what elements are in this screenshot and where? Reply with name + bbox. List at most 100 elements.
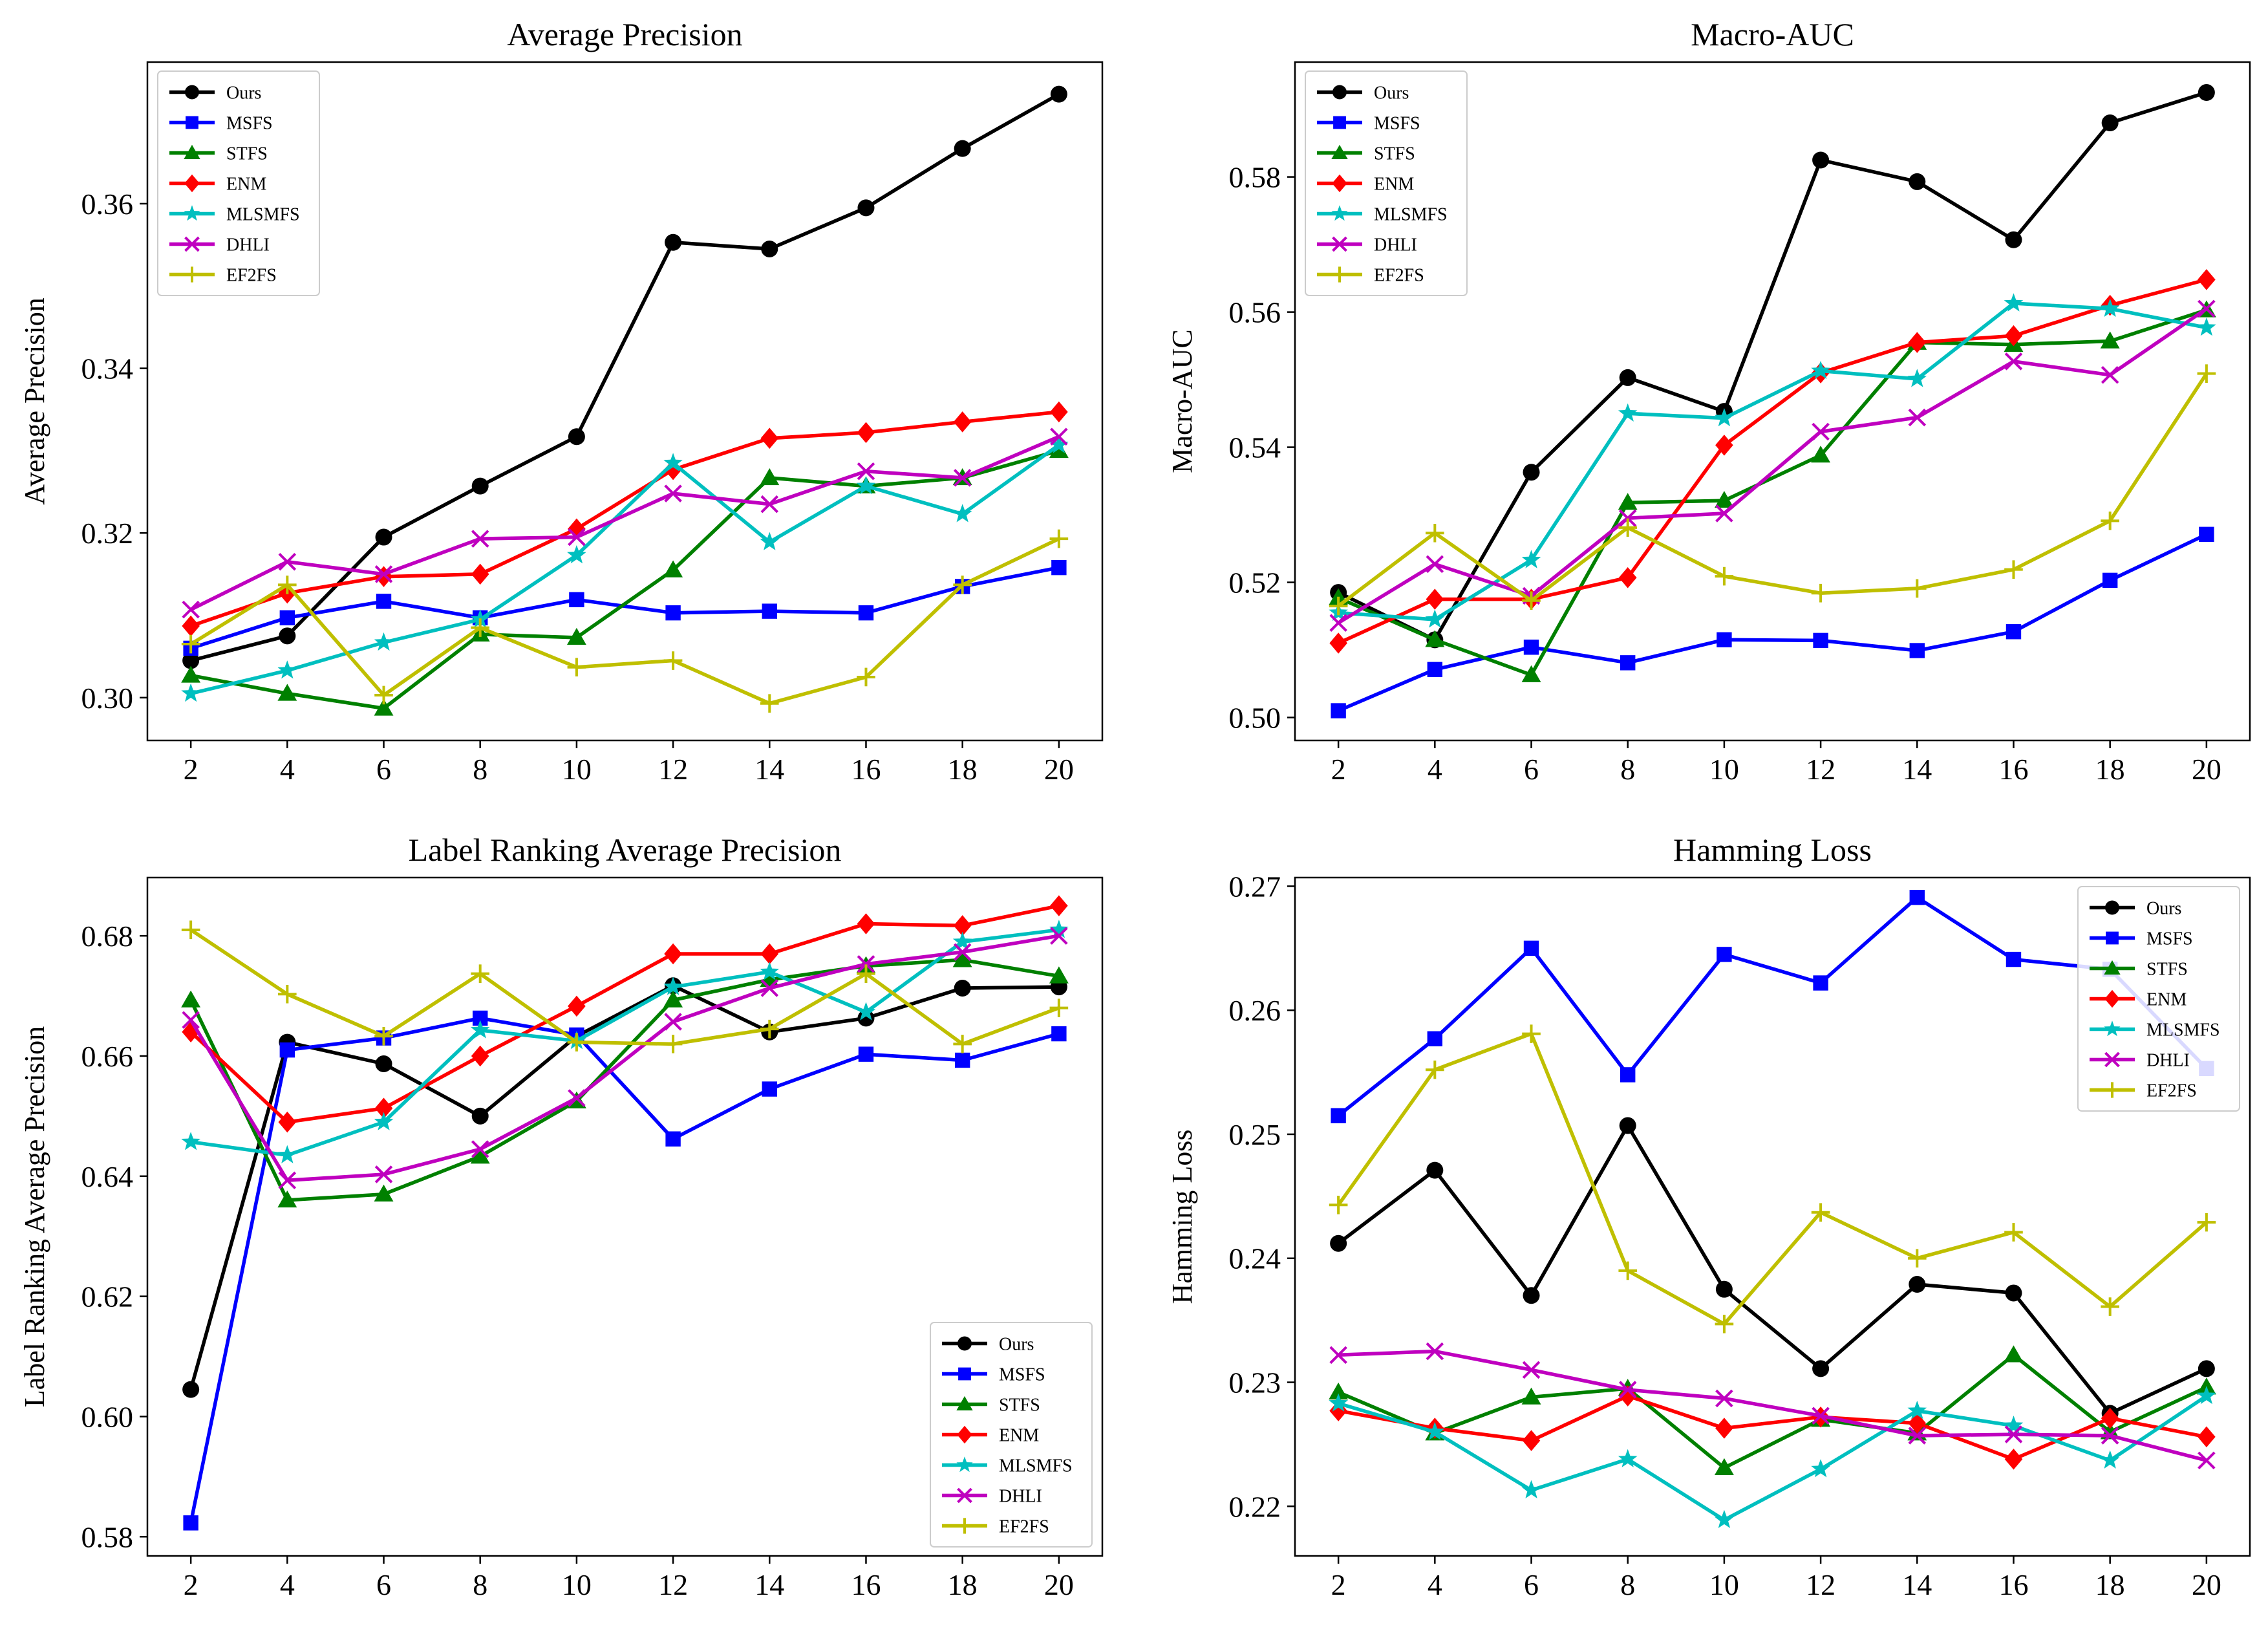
x-tick-label: 8 xyxy=(1620,1568,1635,1601)
data-point-dhli xyxy=(1908,408,1927,427)
data-point-ef2fs xyxy=(2197,1213,2216,1232)
data-point-msfs xyxy=(1717,632,1732,648)
y-tick-label: 0.58 xyxy=(1229,161,1281,194)
series-line-msfs xyxy=(189,1016,1060,1524)
data-point-ef2fs xyxy=(1618,1261,1638,1280)
data-point-enm xyxy=(1908,332,1927,353)
series-ef2fs xyxy=(1329,1024,2216,1333)
legend-label-enm: ENM xyxy=(226,175,266,195)
x-tick-label: 10 xyxy=(562,1568,592,1601)
data-point-enm xyxy=(953,411,972,433)
x-tick-label: 12 xyxy=(658,1568,688,1601)
data-point-mlsmfs xyxy=(1907,1401,1927,1419)
data-point-mlsmfs xyxy=(663,976,683,995)
x-tick-label: 4 xyxy=(1428,753,1442,786)
data-point-ef2fs xyxy=(1522,591,1541,610)
data-point-dhli xyxy=(182,600,200,619)
legend-marker-msfs xyxy=(958,1367,971,1381)
series-line-dhli xyxy=(189,934,1060,1183)
data-point-mlsmfs xyxy=(1811,1459,1830,1478)
legend-label-enm: ENM xyxy=(1374,175,1414,195)
data-point-ours xyxy=(665,233,682,251)
data-point-stfs xyxy=(663,560,683,577)
data-point-enm xyxy=(1050,401,1068,423)
data-point-enm xyxy=(1715,1418,1733,1439)
y-tick-label: 0.22 xyxy=(1229,1490,1281,1523)
series-line-enm xyxy=(1338,1394,2207,1462)
data-point-ef2fs xyxy=(181,634,200,654)
data-point-ef2fs xyxy=(567,658,586,676)
x-tick-label: 10 xyxy=(1709,1568,1739,1601)
x-tick-label: 18 xyxy=(948,1568,978,1601)
data-point-msfs xyxy=(954,1052,970,1068)
data-point-mlsmfs xyxy=(2004,1416,2024,1434)
data-point-ours xyxy=(1523,464,1540,481)
data-point-mlsmfs xyxy=(1425,609,1445,628)
legend-label-enm: ENM xyxy=(999,1426,1039,1446)
data-point-stfs xyxy=(277,1190,297,1208)
data-point-dhli xyxy=(278,1171,297,1190)
series-line-dhli xyxy=(1337,307,2208,625)
data-point-enm xyxy=(1618,566,1637,588)
legend-label-dhli: DHLI xyxy=(2146,1051,2190,1071)
legend-label-dhli: DHLI xyxy=(226,235,270,255)
data-point-msfs xyxy=(2006,624,2022,640)
legend-marker-dhli xyxy=(957,1487,972,1504)
legend-label-msfs: MSFS xyxy=(226,114,273,134)
data-point-msfs xyxy=(2199,526,2214,543)
y-tick-label: 0.56 xyxy=(1229,296,1281,329)
legend-marker-enm xyxy=(2104,989,2120,1008)
legend-label-stfs: STFS xyxy=(1374,144,1415,164)
data-point-mlsmfs xyxy=(952,504,972,523)
data-point-ours xyxy=(1909,1276,1926,1293)
y-tick-label: 0.68 xyxy=(81,920,134,953)
x-tick-label: 20 xyxy=(2192,1568,2221,1601)
data-point-msfs xyxy=(1523,940,1539,956)
legend-marker-stfs xyxy=(956,1396,973,1410)
data-point-ef2fs xyxy=(1907,1249,1927,1268)
series-line-stfs xyxy=(189,958,1060,1202)
series-line-dhli xyxy=(189,435,1060,612)
data-point-ef2fs xyxy=(1426,523,1444,543)
data-point-ours xyxy=(1812,1360,1830,1377)
legend-marker-enm xyxy=(1332,174,1347,193)
data-point-ef2fs xyxy=(663,1035,683,1053)
data-point-stfs xyxy=(1425,630,1445,647)
x-tick-label: 4 xyxy=(1428,1568,1442,1601)
data-point-mlsmfs xyxy=(277,1145,297,1163)
legend-marker-ours xyxy=(1332,85,1347,100)
data-point-mlsmfs xyxy=(856,476,876,495)
x-tick-label: 8 xyxy=(473,1568,487,1601)
legend-marker-stfs xyxy=(2104,960,2121,975)
data-point-ef2fs xyxy=(374,685,393,705)
data-point-ours xyxy=(2101,114,2119,132)
data-point-dhli xyxy=(760,495,779,513)
x-tick-label: 16 xyxy=(1998,1568,2028,1601)
data-point-ours xyxy=(761,240,778,257)
data-point-dhli xyxy=(857,955,875,973)
data-point-dhli xyxy=(1426,1342,1444,1361)
x-tick-label: 12 xyxy=(1806,753,1835,786)
data-point-stfs xyxy=(1049,440,1069,458)
series-line-mlsmfs xyxy=(1338,1394,2208,1522)
y-tick-label: 0.66 xyxy=(81,1040,134,1073)
data-point-ef2fs xyxy=(2101,1297,2119,1316)
data-point-ef2fs xyxy=(2101,512,2119,530)
data-point-mlsmfs xyxy=(760,532,780,550)
y-tick-label: 0.54 xyxy=(1229,431,1281,464)
data-point-msfs xyxy=(376,594,392,609)
data-point-dhli xyxy=(1426,555,1444,574)
series-line-stfs xyxy=(1338,1353,2208,1470)
x-tick-label: 14 xyxy=(1902,753,1932,786)
data-point-dhli xyxy=(1050,927,1068,945)
legend-marker-mlsmfs xyxy=(1331,205,1348,221)
data-point-stfs xyxy=(2100,331,2120,349)
data-point-dhli xyxy=(953,469,972,487)
x-tick-label: 6 xyxy=(1524,753,1539,786)
data-point-ef2fs xyxy=(1049,529,1069,548)
data-point-ours xyxy=(1715,1280,1733,1298)
legend-marker-ef2fs xyxy=(184,266,200,283)
data-point-mlsmfs xyxy=(1049,435,1069,453)
panel-average-precision: Average Precision Average Precision 2 4 6 8 10… xyxy=(19,16,1104,786)
